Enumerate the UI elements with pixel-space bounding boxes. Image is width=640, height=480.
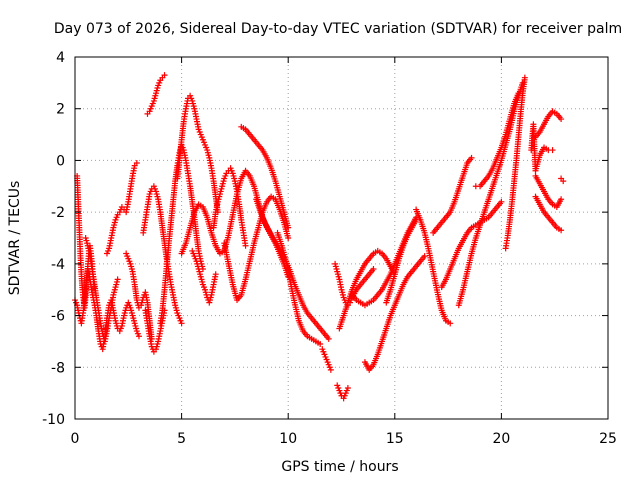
chart-title: Day 073 of 2026, Sidereal Day-to-day VTE… (54, 21, 622, 37)
data-point (178, 320, 185, 327)
data-point (317, 341, 324, 348)
data-point (447, 320, 454, 327)
y-tick-label: 0 (56, 153, 65, 169)
data-point (327, 366, 334, 373)
x-tick-label: 10 (279, 431, 297, 447)
y-axis-label: SDTVAR / TECUs (7, 181, 23, 296)
y-tick-labels: -10 -8 -6 -4 -2 0 2 4 (42, 50, 65, 428)
y-tick-label: -10 (42, 412, 65, 428)
x-axis-label: GPS time / hours (281, 459, 398, 475)
grid-lines (75, 57, 608, 419)
y-tick-label: 4 (56, 50, 65, 66)
data-point (135, 333, 142, 340)
data-point (560, 178, 567, 185)
data-point (344, 384, 351, 391)
data-point (370, 266, 377, 273)
data-point (133, 160, 140, 167)
data-point (558, 196, 565, 203)
x-tick-label: 25 (599, 431, 617, 447)
y-tick-label: -8 (51, 360, 65, 376)
x-tick-label: 5 (177, 431, 186, 447)
data-point (421, 253, 428, 260)
data-point (212, 271, 219, 278)
data-point (549, 147, 556, 154)
y-tick-label: 2 (56, 102, 65, 118)
data-point (161, 72, 168, 79)
data-point (558, 116, 565, 123)
axis-ticks (74, 56, 609, 420)
data-point (285, 224, 292, 231)
x-tick-label: 15 (386, 431, 404, 447)
y-tick-label: -6 (51, 309, 65, 325)
data-points (72, 72, 567, 402)
data-point (285, 235, 292, 241)
x-tick-label: 20 (492, 431, 510, 447)
y-tick-label: -4 (51, 257, 65, 273)
y-tick-label: -2 (51, 205, 65, 221)
data-point (521, 74, 528, 81)
x-tick-label: 0 (71, 431, 80, 447)
data-point (325, 335, 332, 342)
data-point (242, 242, 249, 249)
data-point (558, 227, 565, 234)
data-point (468, 154, 475, 161)
data-point (498, 198, 505, 205)
plot-frame (74, 56, 609, 420)
x-tick-labels: 0 5 10 15 20 25 (71, 431, 617, 447)
data-point (114, 276, 121, 283)
